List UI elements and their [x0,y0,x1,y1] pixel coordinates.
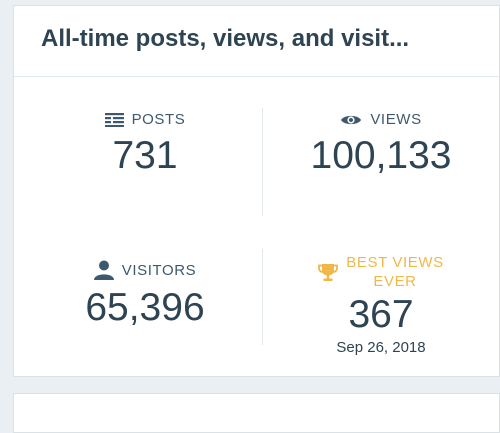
stat-visitors: VISITORS 65,396 [14,260,276,330]
stat-visitors-label-row: VISITORS [14,260,276,280]
next-card [13,393,500,433]
eye-icon [341,115,362,124]
stat-visitors-label: VISITORS [121,261,197,279]
stat-visitors-value: 65,396 [85,286,205,329]
stat-posts-label-row: POSTS [14,111,276,128]
stat-best-label-row: BEST VIEWS EVER [263,253,499,291]
stat-best-label-line1: BEST VIEWS [346,254,444,271]
stat-views: VIEWS 100,133 [263,111,499,178]
divider [262,249,263,345]
stat-posts-value: 731 [112,134,178,177]
stat-posts-label: POSTS [131,111,186,128]
stat-best-views: BEST VIEWS EVER 367 Sep 26, 2018 [263,253,499,356]
stat-views-value: 100,133 [310,134,452,177]
stat-best-value: 367 [348,293,414,336]
stats-card: All-time posts, views, and visit... POST… [13,5,500,377]
stat-views-label-row: VIEWS [263,111,499,128]
stat-views-label: VIEWS [370,111,422,128]
stat-best-label-line2: EVER [373,273,417,290]
stat-posts: POSTS 731 [14,111,276,178]
stat-best-date: Sep 26, 2018 [336,339,426,356]
card-header: All-time posts, views, and visit... [14,6,499,77]
card-title[interactable]: All-time posts, views, and visit... [41,25,410,52]
stat-best-label: BEST VIEWS EVER [346,253,443,291]
divider [262,108,263,216]
person-icon [93,260,114,280]
trophy-icon [318,263,339,281]
posts-icon [104,112,124,127]
